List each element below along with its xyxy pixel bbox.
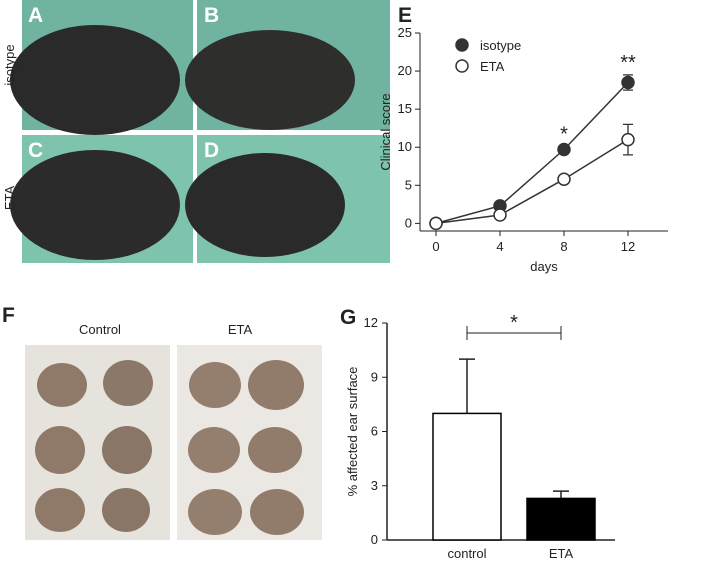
mouse-photos xyxy=(10,0,390,263)
series-line xyxy=(435,138,629,225)
point xyxy=(621,132,635,147)
mouse xyxy=(10,25,180,135)
row-label: ETA xyxy=(2,186,17,211)
ear xyxy=(103,360,153,406)
x-tick-label: control xyxy=(447,546,486,561)
significance-bracket xyxy=(466,326,562,340)
point xyxy=(557,142,571,157)
legend-marker xyxy=(455,38,469,52)
ear xyxy=(248,427,302,473)
x-tick-label: 4 xyxy=(496,239,503,254)
legend-marker xyxy=(455,59,469,73)
y-tick-label: 5 xyxy=(405,177,412,192)
panel-label: A xyxy=(28,4,43,27)
ear-photos xyxy=(25,345,322,540)
panel-label: E xyxy=(398,4,412,27)
significance: ** xyxy=(620,52,636,74)
legend-label: ETA xyxy=(480,59,505,74)
panel-label: B xyxy=(204,4,219,27)
ear xyxy=(37,363,87,407)
x-tick-label: 0 xyxy=(432,239,439,254)
significance: * xyxy=(510,312,518,334)
series-line xyxy=(435,81,629,225)
ear xyxy=(35,488,85,532)
y-tick-label: 12 xyxy=(364,315,378,330)
y-tick-label: 15 xyxy=(398,101,412,116)
ear xyxy=(188,489,242,535)
y-tick-label: 0 xyxy=(405,215,412,230)
point xyxy=(621,75,635,90)
y-tick-label: 6 xyxy=(371,424,378,439)
ear xyxy=(35,426,85,474)
point xyxy=(493,208,507,222)
y-tick-label: 25 xyxy=(398,25,412,40)
legend-label: isotype xyxy=(480,38,521,53)
mouse xyxy=(10,150,180,260)
y-tick-label: 20 xyxy=(398,63,412,78)
point xyxy=(557,172,571,186)
y-axis-label: Clinical score xyxy=(378,93,393,170)
x-tick-label: 12 xyxy=(621,239,635,254)
y-tick-label: 0 xyxy=(371,532,378,547)
bar xyxy=(432,412,502,541)
mouse xyxy=(185,153,345,257)
y-tick-label: 3 xyxy=(371,478,378,493)
panel-label: D xyxy=(204,139,219,162)
x-tick-label: ETA xyxy=(549,546,574,561)
x-axis-label: days xyxy=(530,259,558,274)
point xyxy=(429,216,443,231)
ear xyxy=(188,427,240,473)
y-tick-label: 10 xyxy=(398,139,412,154)
ear xyxy=(102,426,152,474)
ear xyxy=(250,489,304,535)
ear xyxy=(248,360,304,410)
ear xyxy=(189,362,241,408)
panel-label: G xyxy=(340,306,356,329)
bar xyxy=(526,497,596,541)
x-tick-label: 8 xyxy=(560,239,567,254)
error-bar xyxy=(553,490,569,499)
group-label: ETA xyxy=(228,322,253,337)
row-label: isotype xyxy=(2,44,17,85)
significance: * xyxy=(560,123,568,145)
error-bar xyxy=(459,358,475,414)
y-tick-label: 9 xyxy=(371,369,378,384)
ear xyxy=(102,488,150,532)
panel-label: C xyxy=(28,139,43,162)
group-label: Control xyxy=(79,322,121,337)
y-axis-label: % affected ear surface xyxy=(345,367,360,497)
mouse xyxy=(185,30,355,130)
panel-label: F xyxy=(2,304,15,327)
